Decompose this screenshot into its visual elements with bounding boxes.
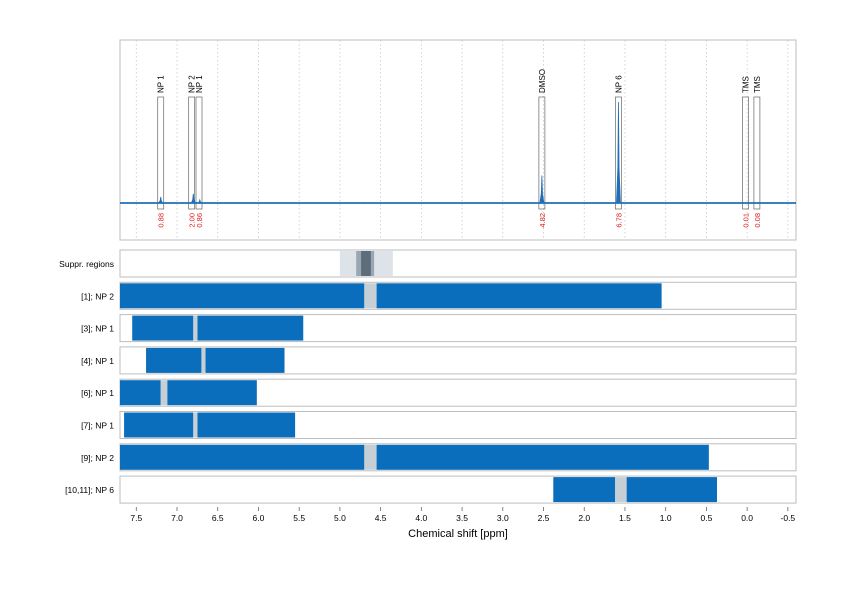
peak-integration-box [753,96,761,210]
peak-integral-value: 6.78 [614,213,623,228]
spectrum-peak [616,102,621,204]
range-gap [160,380,168,406]
range-bar [132,315,194,341]
range-bar [124,412,194,438]
spectrum-panel: NP 1 0.88 NP 2 2.00 NP 1 0.86 DMSO 4.82 NP 6 6.78… [119,39,797,241]
peak-label: TMS [742,76,751,93]
row-label: [9]; NP 2 [81,453,114,463]
peak-label: DMSO [538,69,547,93]
peak-label: TMS [753,76,762,93]
row-label: Suppr. regions [59,259,114,269]
range-bar [626,477,717,503]
spectrum-peak [197,198,203,204]
row-label: [6]; NP 1 [81,388,114,398]
peak-integration-box [188,96,196,210]
spectrum-peak [190,193,196,204]
row-label: [7]; NP 1 [81,421,114,431]
range-bar [120,444,365,470]
x-axis-label: Chemical shift [ppm] [408,528,508,540]
x-tick-label: -0.5 [781,513,796,523]
peak-integral-value: 2.00 [188,213,197,228]
x-tick-label: 6.0 [253,513,265,523]
range-bar [197,412,296,438]
x-tick-label: 2.5 [538,513,550,523]
grid-lines [135,40,789,240]
x-tick-label: 7.5 [130,513,142,523]
peak-integration-box [157,96,165,210]
range-bar [167,380,257,406]
range-gap [364,283,377,309]
range-gap [193,412,198,438]
range-bar [376,444,709,470]
row-label: [10,11]; NP 6 [65,485,114,495]
peak-label: NP 2 [188,75,197,93]
x-tick-label: 3.0 [497,513,509,523]
x-tick-label: 4.5 [375,513,387,523]
spectrum-peak [362,202,367,204]
range-bar [197,315,304,341]
peak-label: NP 1 [157,75,166,93]
spectrum-peak [158,196,164,204]
peak-integration-box [742,96,749,210]
peak-integral-value: 0.08 [753,213,762,228]
peak-integral-value: 0.86 [195,213,204,228]
row-label: [1]; NP 2 [81,291,114,301]
range-gap [201,347,206,373]
x-tick-label: 4.0 [415,513,427,523]
x-tick-label: 6.5 [212,513,224,523]
x-tick-label: 1.0 [660,513,672,523]
range-bar [376,283,662,309]
spectrum-frame [119,39,797,241]
peak-integration-box [538,96,546,210]
x-axis: 7.5 7.0 6.5 6.0 5.5 5.0 4.5 4.0 3.5 3.0 2.5 2.0 1.5 1… [130,507,795,523]
peak-label: NP 6 [614,75,623,93]
row-label: [3]; NP 1 [81,324,114,334]
peak-integration-box [615,96,622,210]
range-gap [364,444,377,470]
x-tick-label: 1.5 [619,513,631,523]
range-gap [615,477,627,503]
x-tick-label: 3.5 [456,513,468,523]
x-tick-label: 5.5 [293,513,305,523]
peak-integral-value: 4.82 [538,213,547,228]
range-rows: Suppr. regions [1]; NP 2 [3]; NP 1 [4]; NP … [59,249,797,504]
range-bar [146,347,202,373]
peak-integral-value: 0.01 [742,213,751,228]
range-gap [193,315,198,341]
x-tick-label: 2.0 [578,513,590,523]
peak-label: NP 1 [195,75,204,93]
range-bar [120,380,161,406]
range-bar [553,477,616,503]
x-tick-label: 0.0 [741,513,753,523]
x-tick-label: 0.5 [700,513,712,523]
peak-integration-box [195,96,203,210]
suppression-region-inner [361,251,371,276]
range-bar [120,283,365,309]
spectrum-peak [539,175,545,204]
range-bar [205,347,285,373]
x-tick-label: 5.0 [334,513,346,523]
row-frame [119,249,797,278]
row-label: [4]; NP 1 [81,356,114,366]
peak-integral-value: 0.88 [157,213,166,228]
x-tick-label: 7.0 [171,513,183,523]
